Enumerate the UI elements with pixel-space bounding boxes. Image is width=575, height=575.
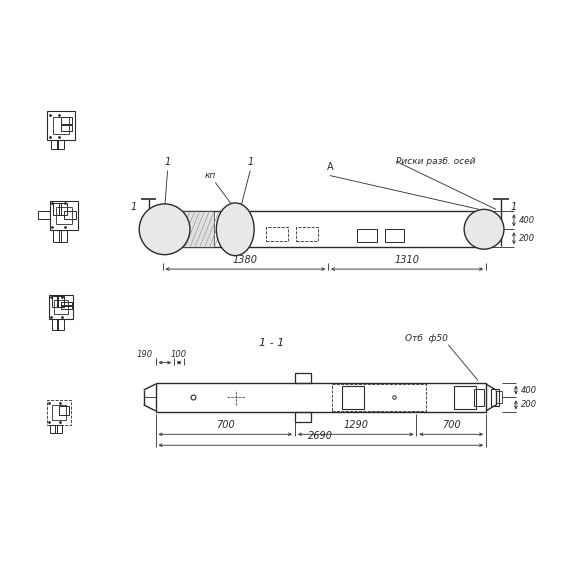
Text: 200: 200 [519,234,535,243]
Text: 1 - 1: 1 - 1 [259,338,284,348]
Bar [55,424,62,433]
Bar [47,112,75,140]
Text: 1: 1 [511,202,517,212]
Bar [53,229,61,242]
Bar [61,305,72,309]
Text: 1: 1 [131,202,137,212]
Bar [59,229,67,242]
Bar [295,373,311,382]
Text: 700: 700 [216,420,235,430]
Bar [356,229,377,242]
Bar [155,223,164,236]
Text: 1290: 1290 [343,420,368,430]
Bar [37,212,50,219]
Bar [478,223,484,235]
Bar [332,384,426,411]
Bar [51,140,58,149]
Bar [491,389,499,406]
Bar [266,227,288,241]
Bar [50,424,56,433]
Text: 2690: 2690 [308,431,334,441]
Bar [57,140,64,149]
Text: Отб  ф50: Отб ф50 [405,334,448,343]
Bar [53,203,61,216]
Text: 1310: 1310 [394,255,420,265]
Bar [61,125,72,131]
Bar [61,117,72,124]
Bar [385,229,404,242]
Bar [57,319,64,330]
Bar [59,203,67,216]
Bar [223,212,248,247]
Bar [454,386,476,409]
Bar [59,406,69,415]
Bar [50,201,78,229]
Bar [295,412,311,423]
Text: 1: 1 [247,156,254,167]
Text: 200: 200 [521,400,537,409]
Bar [342,386,363,409]
Text: 400: 400 [519,216,535,225]
Bar [54,300,68,314]
Bar [474,389,484,407]
Text: 400: 400 [521,385,537,394]
Text: 1: 1 [164,156,171,167]
Circle shape [139,204,190,255]
Text: 700: 700 [442,420,461,430]
Text: кп: кп [205,171,216,179]
Text: А: А [327,162,333,171]
Bar [52,405,66,420]
Bar [474,220,484,238]
Bar [52,296,59,307]
Bar [53,117,70,134]
Bar [296,227,318,241]
Bar [56,207,72,224]
Text: Риски разб. осей: Риски разб. осей [397,157,476,166]
Polygon shape [171,212,214,247]
Bar [148,217,164,241]
Bar [52,319,59,330]
Bar [47,400,71,424]
Circle shape [464,209,504,249]
Bar [496,392,502,404]
Bar [64,212,76,219]
Bar [49,294,74,319]
Bar [57,296,64,307]
Text: 100: 100 [171,350,187,359]
Bar [163,212,486,247]
Bar [156,382,486,412]
Ellipse shape [216,203,254,256]
Text: 190: 190 [136,350,152,359]
Text: 1380: 1380 [233,255,258,265]
Bar [61,302,72,306]
